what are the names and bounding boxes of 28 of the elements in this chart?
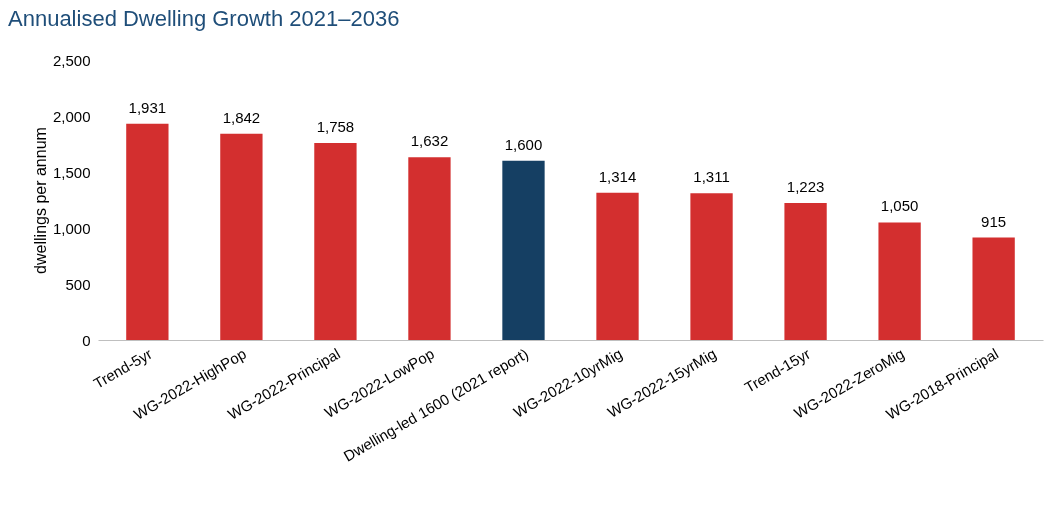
data-label: 1,223 [786,178,825,196]
data-label: 1,931 [128,98,167,116]
data-label: 1,600 [504,135,543,153]
bar [126,123,169,340]
data-label: 1,758 [316,118,355,136]
bar [314,143,357,340]
y-tick-label: 500 [65,275,91,293]
bar [972,237,1015,340]
bar [878,222,921,340]
bar [408,157,451,340]
bar [502,160,545,340]
y-tick-label: 0 [82,331,91,349]
bar [690,193,733,340]
data-label: 1,632 [410,132,449,150]
y-tick-label: 2,500 [52,51,91,69]
y-tick-label: 1,000 [52,219,91,237]
chart-title: Annualised Dwelling Growth 2021–2036 [8,6,400,31]
data-label: 1,842 [222,108,261,126]
bar [596,192,639,340]
y-axis-title: dwellings per annum [31,127,49,274]
y-tick-label: 1,500 [52,163,91,181]
data-label: 1,314 [598,167,637,185]
data-label: 1,311 [693,168,730,186]
data-label: 1,050 [880,197,919,215]
bar [784,203,827,340]
y-tick-label: 2,000 [52,107,91,125]
bar [220,133,263,340]
data-label: 915 [981,212,1007,230]
